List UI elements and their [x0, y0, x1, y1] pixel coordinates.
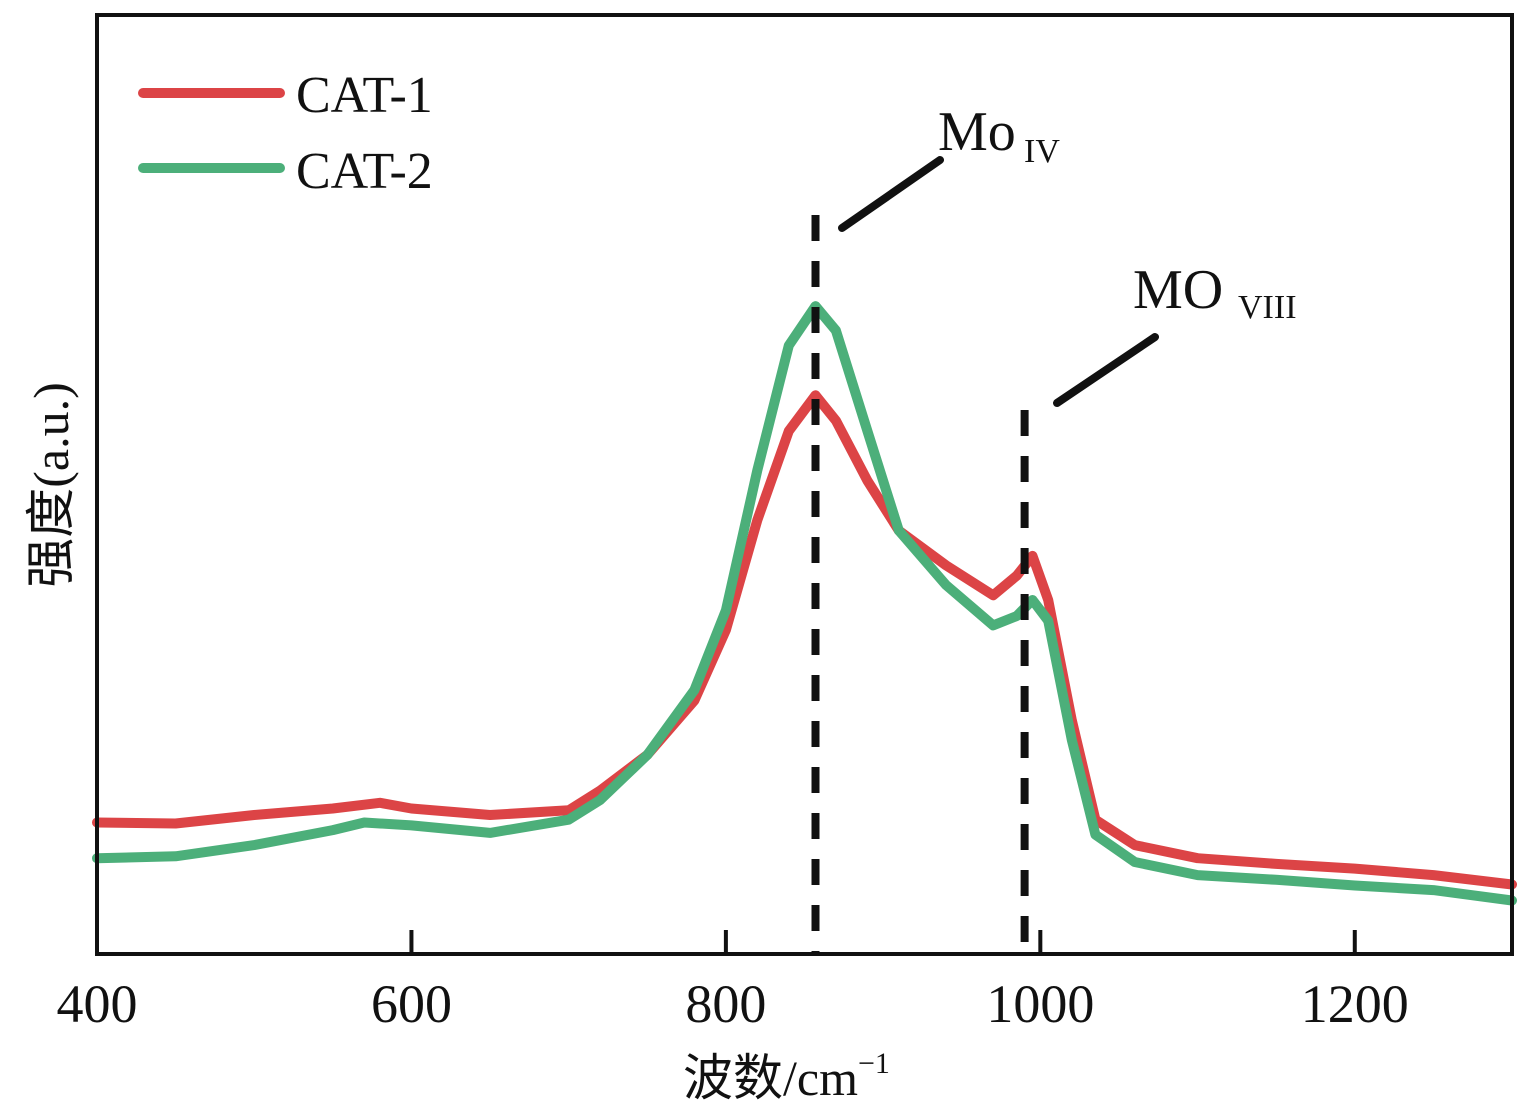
- annotation-sub-mo-iv: IV: [1024, 133, 1060, 170]
- annotation-sub-mo-viii: VIII: [1238, 289, 1297, 326]
- y-axis-title: 强度(a.u.): [23, 382, 79, 588]
- legend: CAT-1 CAT-2: [138, 67, 433, 200]
- x-tick-label-1000: 1000: [986, 974, 1094, 1034]
- x-axis-title: 波数/cm−1: [683, 1047, 890, 1106]
- x-tick-label-400: 400: [57, 974, 138, 1034]
- annotation-layer: [811, 215, 1029, 954]
- plot-frame: [95, 13, 1514, 956]
- series-layer: [92, 301, 1517, 906]
- series-line-cat-1: [92, 390, 1517, 890]
- legend-label-cat-1: CAT-1: [296, 67, 433, 124]
- series-line-cat-2: [92, 301, 1517, 906]
- x-tick-label-600: 600: [371, 974, 452, 1034]
- annotation-label-mo-iv: Mo: [938, 101, 1016, 163]
- tick-layer: [409, 930, 1357, 954]
- x-tick-label-1200: 1200: [1301, 974, 1409, 1034]
- annotation-mo-iv: Mo IV: [838, 101, 1060, 232]
- annotation-mo-viii: MO VIII: [1053, 259, 1297, 407]
- x-tick-label-800: 800: [685, 974, 766, 1034]
- annotation-leader-mo-iv: [838, 156, 944, 232]
- x-axis-title-sup: −1: [858, 1047, 890, 1080]
- x-axis-title-main: 波数/cm: [683, 1050, 858, 1106]
- annotation-label-mo-viii: MO: [1133, 259, 1223, 321]
- annotation-leader-mo-viii: [1053, 333, 1159, 407]
- legend-label-cat-2: CAT-2: [296, 143, 433, 200]
- x-tick-labels: 400 600 800 1000 1200: [57, 974, 1409, 1034]
